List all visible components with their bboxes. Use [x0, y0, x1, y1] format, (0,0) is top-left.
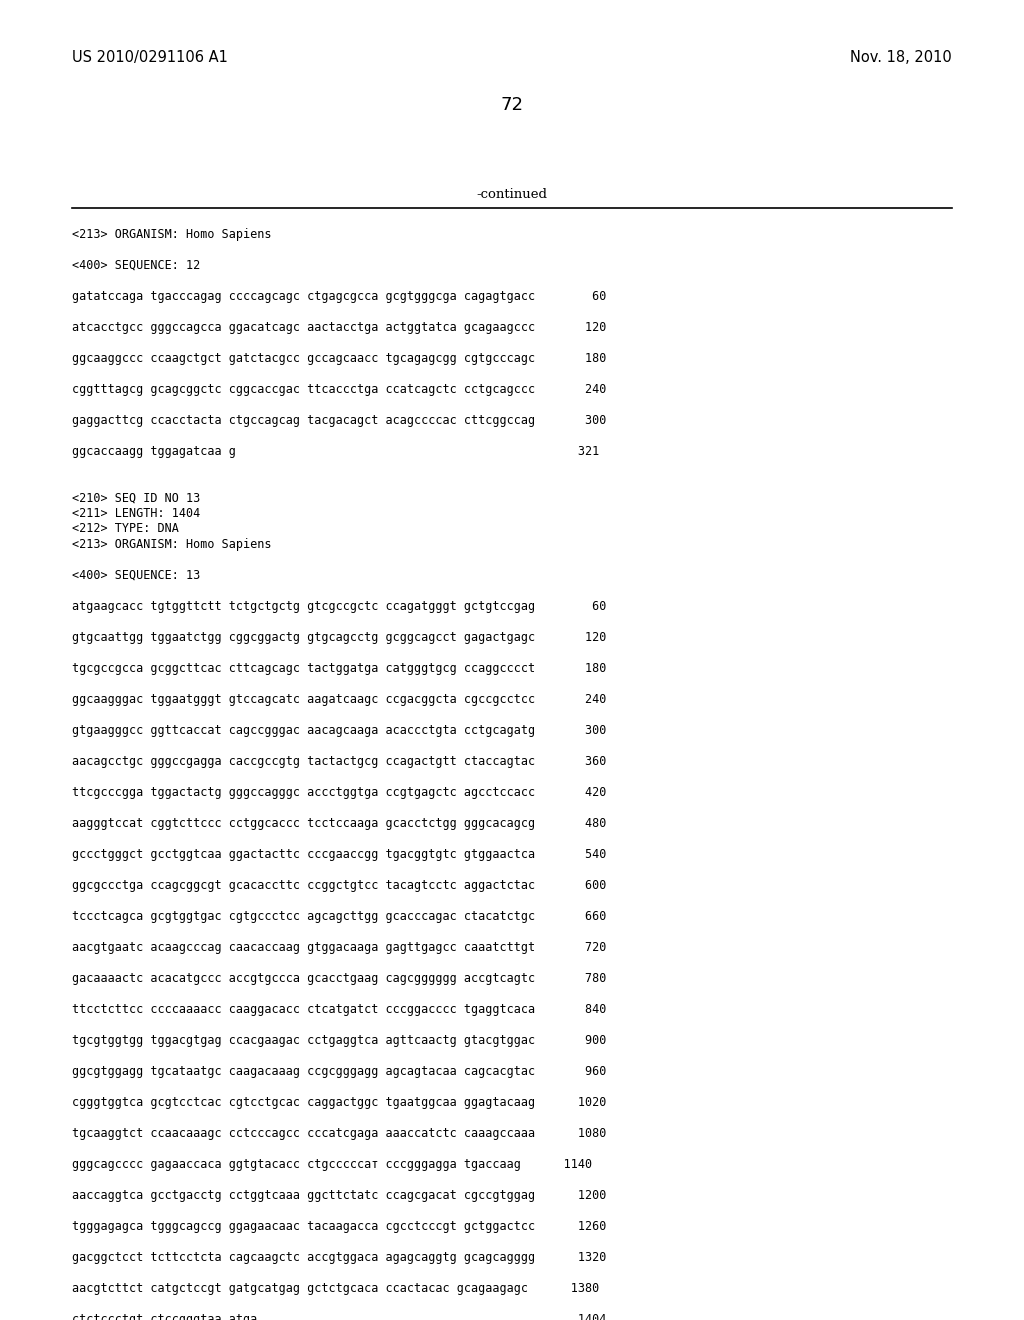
Text: ttcctcttcc ccccaaaacc caaggacacc ctcatgatct cccggacccc tgaggtcaca       840: ttcctcttcc ccccaaaacc caaggacacc ctcatga…	[72, 1003, 606, 1016]
Text: tgggagagca tgggcagccg ggagaacaac tacaagacca cgcctcccgt gctggactcc      1260: tgggagagca tgggcagccg ggagaacaac tacaaga…	[72, 1220, 606, 1233]
Text: aacgtgaatc acaagcccag caacaccaag gtggacaaga gagttgagcc caaatcttgt       720: aacgtgaatc acaagcccag caacaccaag gtggaca…	[72, 941, 606, 954]
Text: 72: 72	[501, 96, 523, 114]
Text: gaggacttcg ccacctacta ctgccagcag tacgacagct acagccccac cttcggccag       300: gaggacttcg ccacctacta ctgccagcag tacgaca…	[72, 414, 606, 426]
Text: ttcgcccgga tggactactg gggccagggc accctggtga ccgtgagctc agcctccacc       420: ttcgcccgga tggactactg gggccagggc accctgg…	[72, 785, 606, 799]
Text: <211> LENGTH: 1404: <211> LENGTH: 1404	[72, 507, 201, 520]
Text: cggtttagcg gcagcggctc cggcaccgac ttcaccctga ccatcagctc cctgcagccc       240: cggtttagcg gcagcggctc cggcaccgac ttcaccc…	[72, 383, 606, 396]
Text: <213> ORGANISM: Homo Sapiens: <213> ORGANISM: Homo Sapiens	[72, 539, 271, 550]
Text: aacgtcttct catgctccgt gatgcatgag gctctgcaca ccactacac gcagaagagc      1380: aacgtcttct catgctccgt gatgcatgag gctctgc…	[72, 1282, 599, 1295]
Text: US 2010/0291106 A1: US 2010/0291106 A1	[72, 50, 228, 65]
Text: ctctccctgt ctccgggtaa atga                                             1404: ctctccctgt ctccgggtaa atga 1404	[72, 1313, 606, 1320]
Text: <213> ORGANISM: Homo Sapiens: <213> ORGANISM: Homo Sapiens	[72, 228, 271, 242]
Text: ggcaaggccc ccaagctgct gatctacgcc gccagcaacc tgcagagcgg cgtgcccagc       180: ggcaaggccc ccaagctgct gatctacgcc gccagca…	[72, 352, 606, 366]
Text: ggcaagggac tggaatgggt gtccagcatc aagatcaagc ccgacggcta cgccgcctcc       240: ggcaagggac tggaatgggt gtccagcatc aagatca…	[72, 693, 606, 706]
Text: ggcgccctga ccagcggcgt gcacaccttc ccggctgtcc tacagtcctc aggactctac       600: ggcgccctga ccagcggcgt gcacaccttc ccggctg…	[72, 879, 606, 892]
Text: cgggtggtca gcgtcctcac cgtcctgcac caggactggc tgaatggcaa ggagtacaag      1020: cgggtggtca gcgtcctcac cgtcctgcac caggact…	[72, 1096, 606, 1109]
Text: tgcaaggtct ccaacaaagc cctcccagcc cccatcgaga aaaccatctc caaagccaaa      1080: tgcaaggtct ccaacaaagc cctcccagcc cccatcg…	[72, 1127, 606, 1140]
Text: aaccaggtca gcctgacctg cctggtcaaa ggcttctatc ccagcgacat cgccgtggag      1200: aaccaggtca gcctgacctg cctggtcaaa ggcttct…	[72, 1189, 606, 1203]
Text: gtgaagggcc ggttcaccat cagccgggac aacagcaaga acaccctgta cctgcagatg       300: gtgaagggcc ggttcaccat cagccgggac aacagca…	[72, 723, 606, 737]
Text: <210> SEQ ID NO 13: <210> SEQ ID NO 13	[72, 491, 201, 504]
Text: tgcgccgcca gcggcttcac cttcagcagc tactggatga catgggtgcg ccaggcccct       180: tgcgccgcca gcggcttcac cttcagcagc tactgga…	[72, 663, 606, 675]
Text: atcacctgcc gggccagcca ggacatcagc aactacctga actggtatca gcagaagccc       120: atcacctgcc gggccagcca ggacatcagc aactacc…	[72, 321, 606, 334]
Text: tccctcagca gcgtggtgac cgtgccctcc agcagcttgg gcacccagac ctacatctgc       660: tccctcagca gcgtggtgac cgtgccctcc agcagct…	[72, 909, 606, 923]
Text: ggcaccaagg tggagatcaa g                                                321: ggcaccaagg tggagatcaa g 321	[72, 445, 599, 458]
Text: <212> TYPE: DNA: <212> TYPE: DNA	[72, 523, 179, 536]
Text: gggcagcccc gagaaccaca ggtgtacacc ctgcccccат cccgggagga tgaccaag      1140: gggcagcccc gagaaccaca ggtgtacacc ctgcccc…	[72, 1158, 592, 1171]
Text: gccctgggct gcctggtcaa ggactacttc cccgaaccgg tgacggtgtc gtggaactca       540: gccctgggct gcctggtcaa ggactacttc cccgaac…	[72, 847, 606, 861]
Text: <400> SEQUENCE: 12: <400> SEQUENCE: 12	[72, 259, 201, 272]
Text: Nov. 18, 2010: Nov. 18, 2010	[850, 50, 952, 65]
Text: gacggctcct tcttcctcta cagcaagctc accgtggaca agagcaggtg gcagcagggg      1320: gacggctcct tcttcctcta cagcaagctc accgtgg…	[72, 1251, 606, 1265]
Text: tgcgtggtgg tggacgtgag ccacgaagac cctgaggtca agttcaactg gtacgtggac       900: tgcgtggtgg tggacgtgag ccacgaagac cctgagg…	[72, 1034, 606, 1047]
Text: <400> SEQUENCE: 13: <400> SEQUENCE: 13	[72, 569, 201, 582]
Text: -continued: -continued	[476, 187, 548, 201]
Text: aagggtccat cggtcttccc cctggcaccc tcctccaaga gcacctctgg gggcacagcg       480: aagggtccat cggtcttccc cctggcaccc tcctcca…	[72, 817, 606, 830]
Text: ggcgtggagg tgcataatgc caagacaaag ccgcgggagg agcagtacaa cagcacgtac       960: ggcgtggagg tgcataatgc caagacaaag ccgcggg…	[72, 1065, 606, 1078]
Text: gacaaaactc acacatgccc accgtgccca gcacctgaag cagcgggggg accgtcagtc       780: gacaaaactc acacatgccc accgtgccca gcacctg…	[72, 972, 606, 985]
Text: aacagcctgc gggccgagga caccgccgtg tactactgcg ccagactgtt ctaccagtac       360: aacagcctgc gggccgagga caccgccgtg tactact…	[72, 755, 606, 768]
Text: atgaagcacc tgtggttctt tctgctgctg gtcgccgctc ccagatgggt gctgtccgag        60: atgaagcacc tgtggttctt tctgctgctg gtcgccg…	[72, 601, 606, 612]
Text: gatatccaga tgacccagag ccccagcagc ctgagcgcca gcgtgggcga cagagtgacc        60: gatatccaga tgacccagag ccccagcagc ctgagcg…	[72, 290, 606, 304]
Text: gtgcaattgg tggaatctgg cggcggactg gtgcagcctg gcggcagcct gagactgagc       120: gtgcaattgg tggaatctgg cggcggactg gtgcagc…	[72, 631, 606, 644]
